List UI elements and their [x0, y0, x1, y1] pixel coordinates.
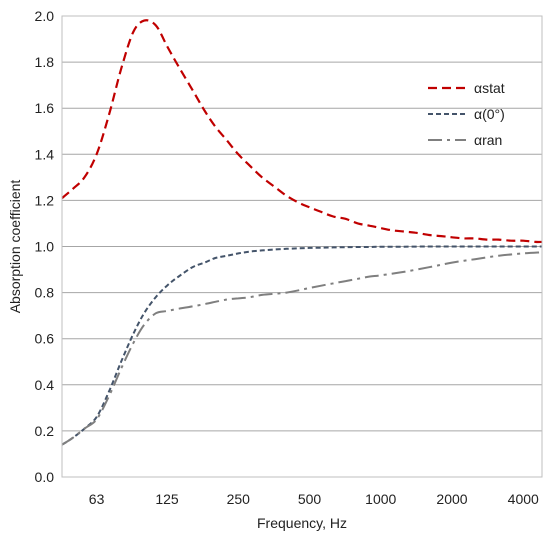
- y-tick-label: 0.2: [35, 423, 55, 439]
- y-tick-label: 1.0: [35, 239, 55, 255]
- y-tick-label: 0.8: [35, 285, 55, 301]
- y-tick-label: 0.4: [35, 377, 55, 393]
- legend-label-2: αran: [474, 132, 502, 148]
- y-tick-label: 1.6: [35, 100, 55, 116]
- y-tick-label: 2.0: [35, 8, 55, 24]
- y-tick-label: 0.0: [35, 469, 55, 485]
- y-axis-title: Absorption coefficient: [7, 180, 23, 314]
- series-line-1: [61, 245, 542, 446]
- x-tick-label: 4000: [508, 491, 539, 507]
- legend-label-0: αstat: [474, 80, 505, 96]
- legend: αstat α(0°) αran: [428, 80, 505, 148]
- x-tick-label: 2000: [436, 491, 467, 507]
- series-line-2: [61, 251, 543, 446]
- x-tick-label: 125: [155, 491, 179, 507]
- x-tick-label: 250: [227, 491, 251, 507]
- series-line-0: [61, 19, 543, 244]
- legend-label-1: α(0°): [474, 106, 505, 122]
- y-tick-label: 1.8: [35, 54, 55, 70]
- y-tick-label: 1.4: [35, 146, 55, 162]
- plot-frame: [61, 15, 543, 478]
- x-tick-label: 1000: [365, 491, 396, 507]
- x-tick-labels: 63 125 250 500 1000 2000 4000: [89, 491, 539, 507]
- x-axis-title: Frequency, Hz: [257, 515, 347, 531]
- x-tick-label: 63: [89, 491, 105, 507]
- x-tick-label: 500: [298, 491, 322, 507]
- y-tick-labels: 0.0 0.2 0.4 0.6 0.8 1.0 1.2 1.4 1.6 1.8 2.0: [35, 8, 55, 485]
- y-tick-label: 0.6: [35, 331, 55, 347]
- series-lines: [61, 19, 543, 446]
- y-tick-label: 1.2: [35, 192, 55, 208]
